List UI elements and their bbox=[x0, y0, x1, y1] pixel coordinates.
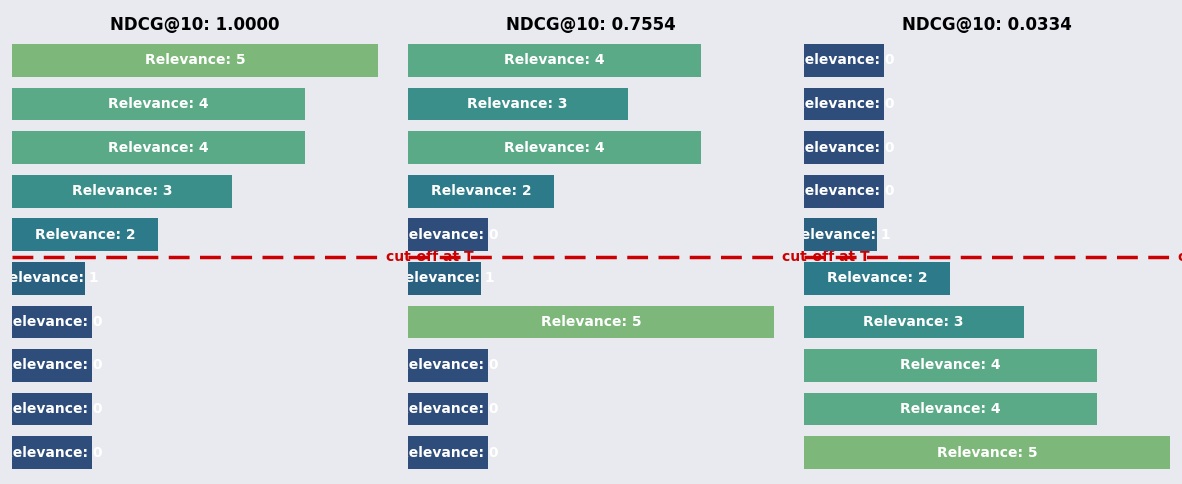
FancyBboxPatch shape bbox=[804, 305, 1024, 338]
Text: Relevance: 4: Relevance: 4 bbox=[108, 141, 209, 154]
FancyBboxPatch shape bbox=[804, 218, 877, 251]
FancyBboxPatch shape bbox=[804, 262, 950, 295]
FancyBboxPatch shape bbox=[408, 436, 488, 469]
FancyBboxPatch shape bbox=[804, 131, 884, 164]
Text: Relevance: 3: Relevance: 3 bbox=[863, 315, 963, 329]
Text: Relevance: 2: Relevance: 2 bbox=[34, 228, 136, 242]
Title: NDCG@10: 0.0334: NDCG@10: 0.0334 bbox=[902, 16, 1072, 34]
FancyBboxPatch shape bbox=[12, 393, 92, 425]
Text: Relevance: 4: Relevance: 4 bbox=[504, 141, 605, 154]
Text: Relevance: 4: Relevance: 4 bbox=[108, 97, 209, 111]
FancyBboxPatch shape bbox=[12, 349, 92, 382]
FancyBboxPatch shape bbox=[804, 44, 884, 77]
FancyBboxPatch shape bbox=[12, 262, 85, 295]
Text: Relevance: 5: Relevance: 5 bbox=[936, 446, 1038, 459]
FancyBboxPatch shape bbox=[804, 393, 1097, 425]
FancyBboxPatch shape bbox=[408, 131, 701, 164]
Text: cut-off at T: cut-off at T bbox=[385, 250, 473, 263]
Text: Relevance: 5: Relevance: 5 bbox=[144, 54, 246, 67]
FancyBboxPatch shape bbox=[12, 436, 92, 469]
Title: NDCG@10: 1.0000: NDCG@10: 1.0000 bbox=[110, 16, 280, 34]
FancyBboxPatch shape bbox=[804, 349, 1097, 382]
Text: Relevance: 0: Relevance: 0 bbox=[2, 359, 103, 372]
FancyBboxPatch shape bbox=[804, 436, 1170, 469]
FancyBboxPatch shape bbox=[408, 262, 481, 295]
Text: Relevance: 0: Relevance: 0 bbox=[2, 315, 103, 329]
Text: Relevance: 0: Relevance: 0 bbox=[793, 54, 895, 67]
FancyBboxPatch shape bbox=[12, 305, 92, 338]
Text: Relevance: 0: Relevance: 0 bbox=[398, 359, 499, 372]
Text: Relevance: 4: Relevance: 4 bbox=[900, 402, 1000, 416]
FancyBboxPatch shape bbox=[408, 393, 488, 425]
Text: cut-off at T: cut-off at T bbox=[1177, 250, 1182, 263]
FancyBboxPatch shape bbox=[804, 175, 884, 208]
Text: Relevance: 2: Relevance: 2 bbox=[826, 272, 927, 285]
FancyBboxPatch shape bbox=[408, 175, 554, 208]
Text: Relevance: 3: Relevance: 3 bbox=[72, 184, 173, 198]
Text: Relevance: 0: Relevance: 0 bbox=[398, 402, 499, 416]
Text: Relevance: 4: Relevance: 4 bbox=[504, 54, 605, 67]
FancyBboxPatch shape bbox=[12, 131, 305, 164]
Text: Relevance: 0: Relevance: 0 bbox=[793, 184, 895, 198]
Text: Relevance: 0: Relevance: 0 bbox=[398, 228, 499, 242]
Text: Relevance: 1: Relevance: 1 bbox=[790, 228, 890, 242]
Text: Relevance: 1: Relevance: 1 bbox=[394, 272, 495, 285]
Text: Relevance: 3: Relevance: 3 bbox=[467, 97, 567, 111]
Text: Relevance: 0: Relevance: 0 bbox=[793, 97, 895, 111]
FancyBboxPatch shape bbox=[408, 88, 628, 121]
FancyBboxPatch shape bbox=[408, 305, 774, 338]
Text: Relevance: 0: Relevance: 0 bbox=[2, 446, 103, 459]
FancyBboxPatch shape bbox=[12, 175, 232, 208]
Text: Relevance: 4: Relevance: 4 bbox=[900, 359, 1000, 372]
Text: Relevance: 0: Relevance: 0 bbox=[398, 446, 499, 459]
FancyBboxPatch shape bbox=[12, 88, 305, 121]
FancyBboxPatch shape bbox=[804, 88, 884, 121]
Text: Relevance: 5: Relevance: 5 bbox=[540, 315, 642, 329]
Text: Relevance: 0: Relevance: 0 bbox=[793, 141, 895, 154]
FancyBboxPatch shape bbox=[408, 44, 701, 77]
FancyBboxPatch shape bbox=[408, 349, 488, 382]
Text: Relevance: 2: Relevance: 2 bbox=[430, 184, 532, 198]
Text: cut-off at T: cut-off at T bbox=[781, 250, 869, 263]
Title: NDCG@10: 0.7554: NDCG@10: 0.7554 bbox=[506, 16, 676, 34]
Text: Relevance: 0: Relevance: 0 bbox=[2, 402, 103, 416]
FancyBboxPatch shape bbox=[12, 44, 378, 77]
FancyBboxPatch shape bbox=[408, 218, 488, 251]
Text: Relevance: 1: Relevance: 1 bbox=[0, 272, 99, 285]
FancyBboxPatch shape bbox=[12, 218, 158, 251]
